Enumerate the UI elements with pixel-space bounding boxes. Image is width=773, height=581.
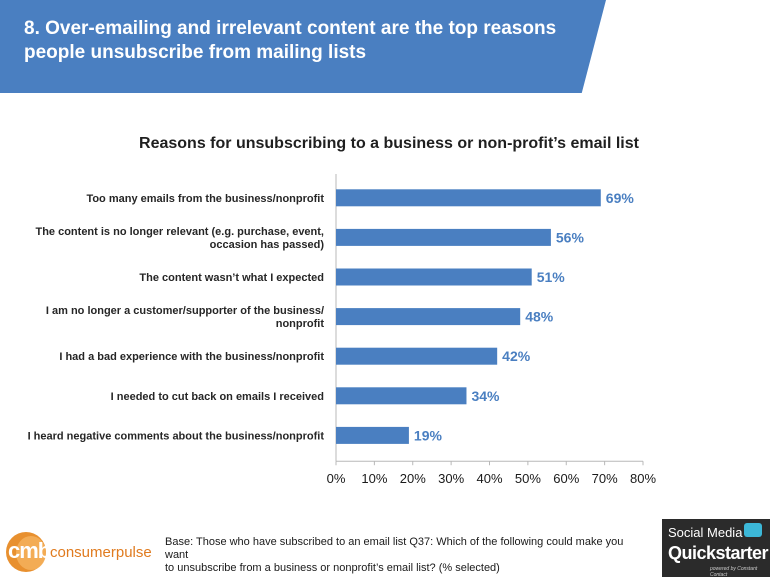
logo-text: consumerpulse [50,544,152,561]
quickstarter-logo: Social Media Quickstarter powered by Con… [662,519,770,578]
category-label: I had a bad experience with the business… [59,351,324,363]
logo-mark: cmb [8,538,51,563]
data-label: 19% [414,427,443,443]
x-tick-label: 20% [400,471,426,486]
data-label: 48% [525,309,554,325]
category-label: Too many emails from the business/nonpro… [86,193,324,205]
x-tick-label: 30% [438,471,464,486]
bar [336,189,601,207]
bar [336,387,467,405]
bar-chart: 69% Too many emails from the business/non… [28,174,656,486]
x-tick-label: 60% [553,471,579,486]
data-label: 51% [537,269,566,285]
bar [336,268,532,286]
category-label: I needed to cut back on emails I receive… [111,391,324,403]
x-tick-label: 40% [476,471,502,486]
category-label: The content wasn’t what I expected [139,272,324,284]
speech-bubble-icon [744,523,762,537]
bar [336,308,521,326]
cmb-logo: cmb consumerpulse [6,530,156,574]
header-banner: 8. Over-emailing and irrelevant content … [0,0,606,93]
footnote-line: to unsubscribe from a business or nonpro… [165,562,500,574]
logo-line-powered-by: powered by Constant Contact [710,566,758,578]
chart-title: Reasons for unsubscribing to a business … [139,135,639,152]
bar [336,347,498,365]
logo-line-quickstarter: Quickstarter [668,543,769,563]
x-tick-label: 80% [630,471,656,486]
logo-circle-overlay [16,536,46,570]
bar [336,426,409,444]
footnote-line: Base: Those who have subscribed to an em… [165,536,624,561]
logo-line-social-media: Social Media [668,525,743,540]
category-label: I heard negative comments about the busi… [28,430,325,442]
x-tick-label: 0% [327,471,346,486]
data-label: 42% [502,348,531,364]
x-tick-label: 50% [515,471,541,486]
page-title: 8. Over-emailing and irrelevant content … [24,18,557,63]
category-label: I am no longer a customer/supporter of t… [46,305,324,317]
category-label: nonprofit [276,318,325,330]
data-label: 69% [606,190,635,206]
bar [336,228,551,246]
category-label: The content is no longer relevant (e.g. … [35,226,324,238]
category-label: occasion has passed) [210,239,325,251]
x-tick-label: 70% [592,471,618,486]
x-tick-label: 10% [361,471,387,486]
data-label: 34% [471,388,500,404]
footnote: Base: Those who have subscribed to an em… [165,536,645,575]
data-label: 56% [556,229,585,245]
